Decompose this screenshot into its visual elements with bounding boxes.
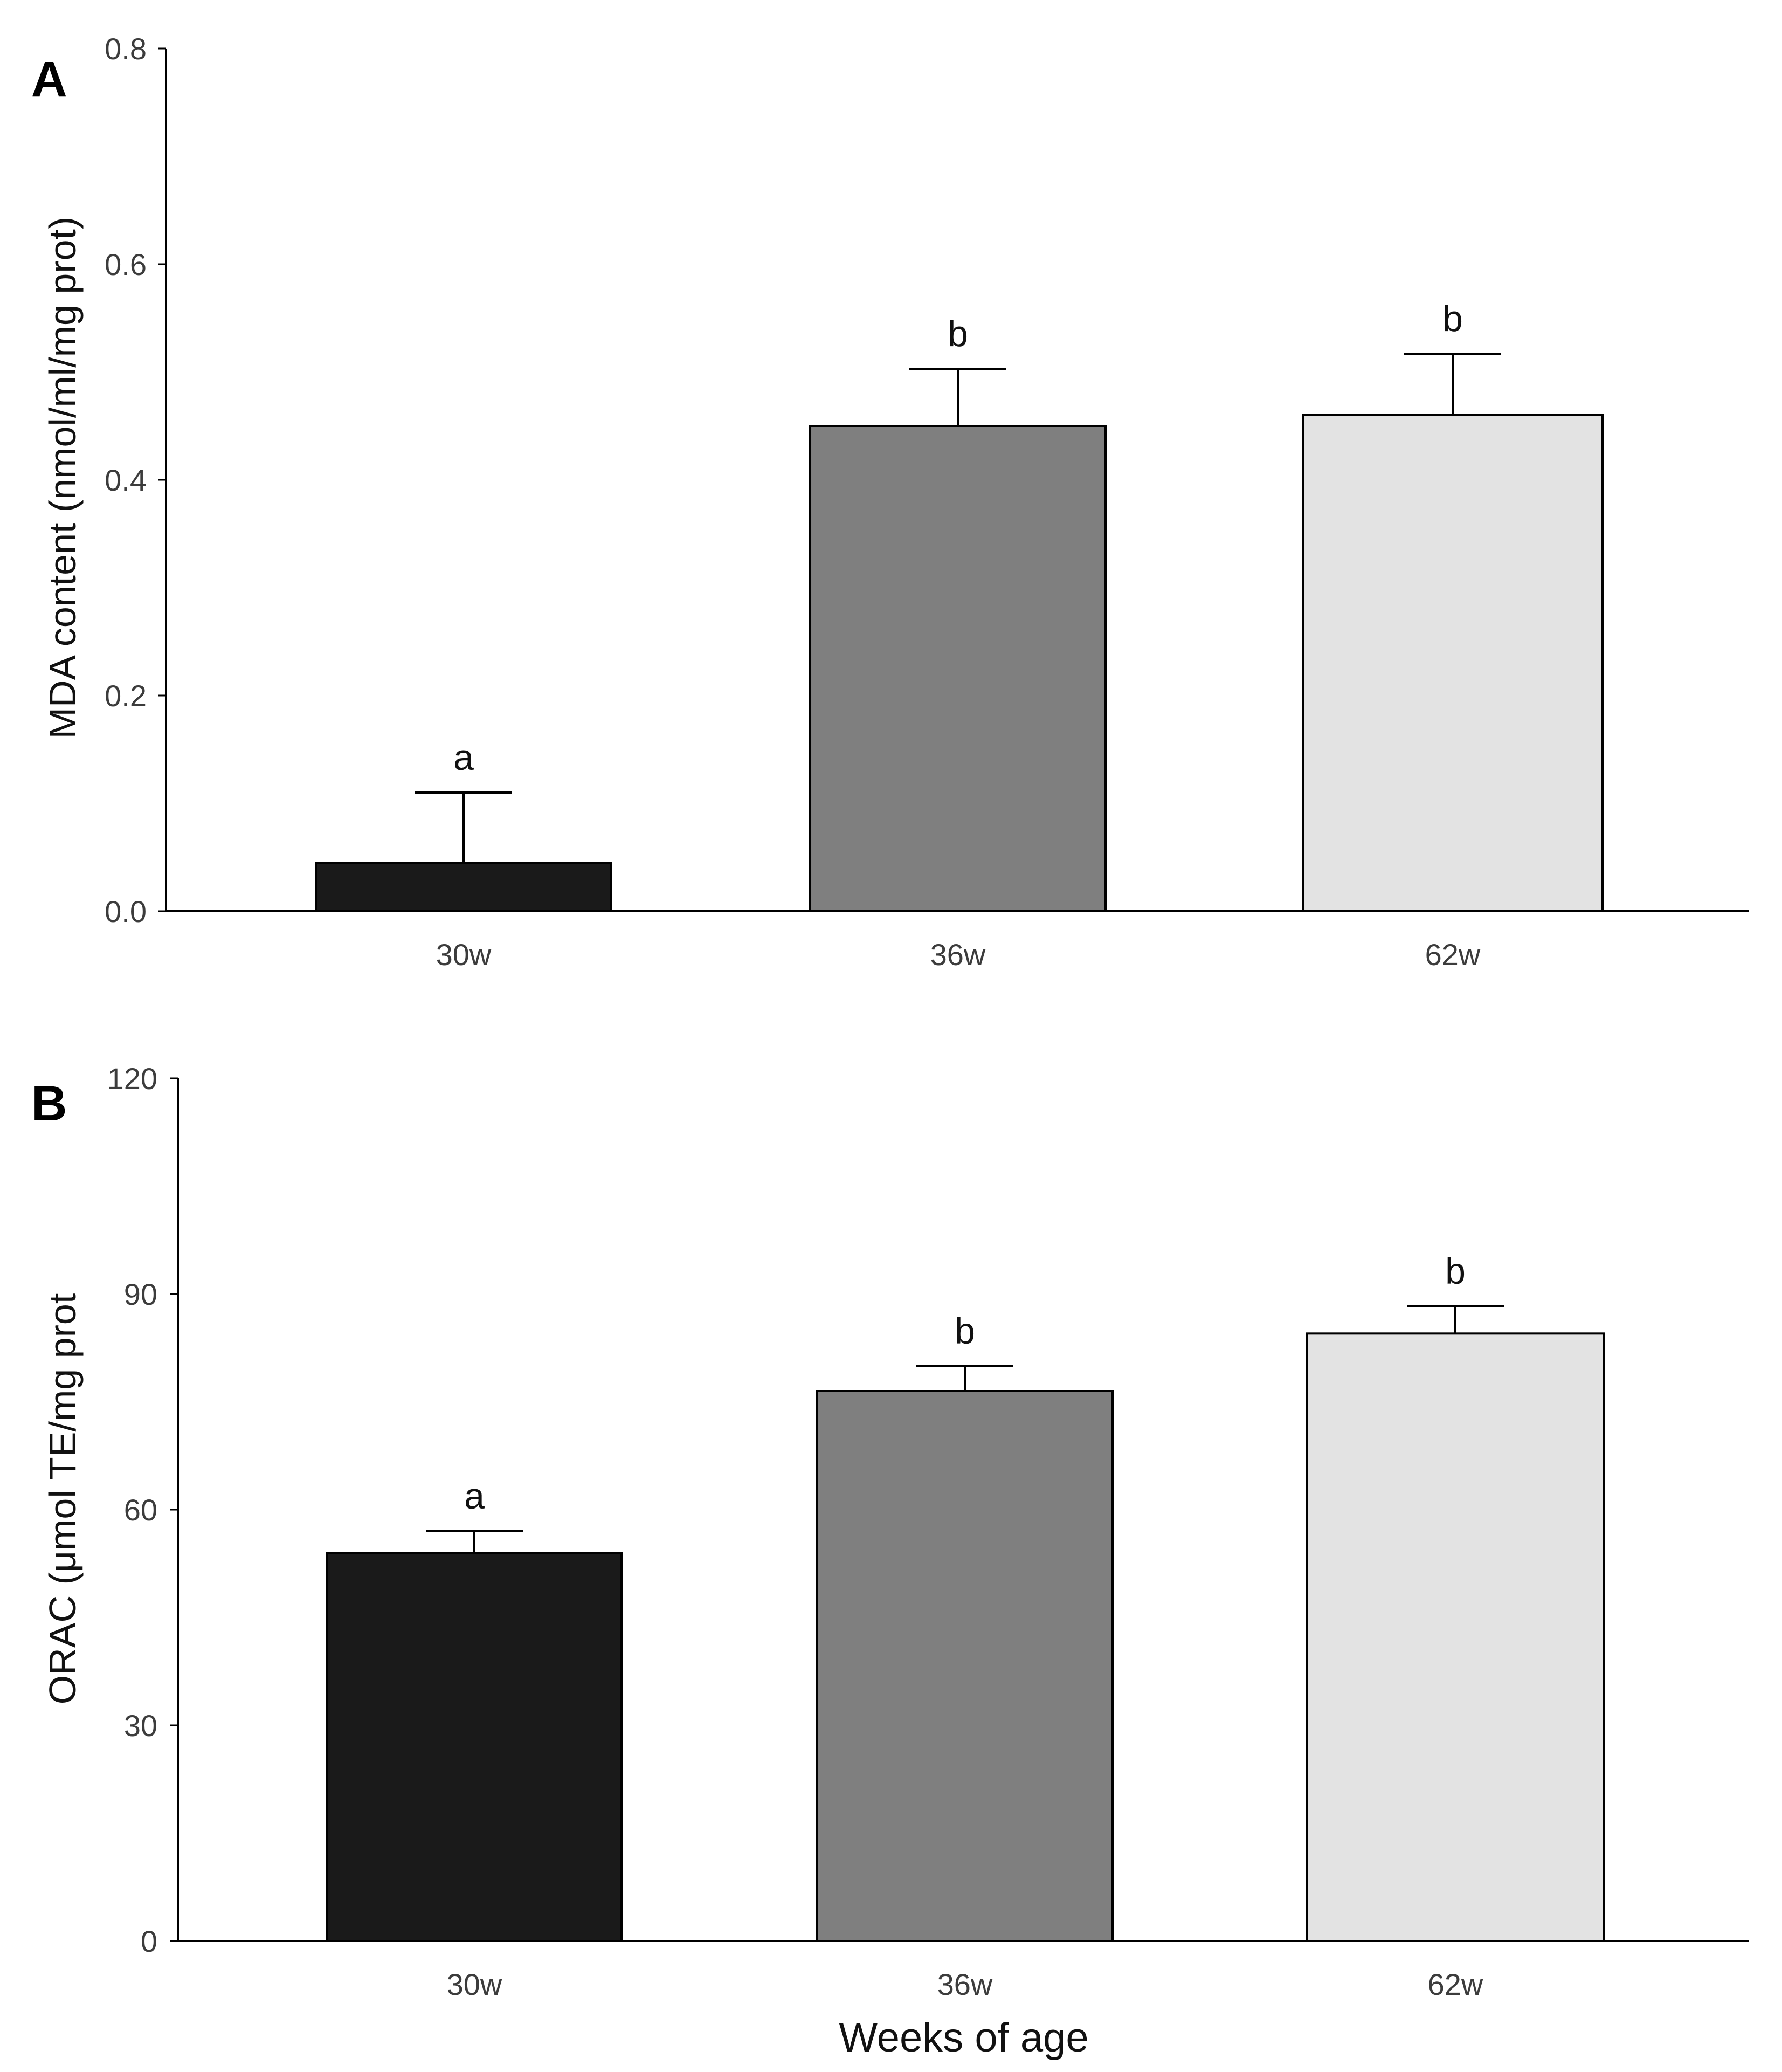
panel-b-y-axis-title: ORAC (μmol TE/mg prot — [42, 1293, 84, 1705]
panel-a-y-tick-label: 0.6 — [105, 247, 147, 281]
panel-b-bar-62w — [1306, 1332, 1605, 1942]
panel-b-x-ticks: 30w 36w 62w — [447, 1967, 1483, 2001]
panel-a: A MDA content (nmol/ml/mg prot) 0.00.20.… — [31, 32, 1749, 972]
panel-a-bar-36w — [809, 425, 1107, 912]
panel-b-y-ticks: 0 30 60 90 120 — [107, 1062, 178, 1958]
panel-b-significance-label-62w: b — [1445, 1251, 1466, 1292]
panel-b-y-tick-label: 60 — [124, 1493, 157, 1527]
panel-a-significance-labels: a b b — [453, 298, 1463, 778]
panel-b-y-tick-label: 90 — [124, 1277, 157, 1311]
panel-a-bar-30w — [315, 862, 612, 912]
panel-b-y-tick-label: 0 — [141, 1924, 157, 1958]
panel-a-x-tick-label: 62w — [1425, 938, 1481, 972]
panel-b-x-tick-label: 62w — [1428, 1967, 1483, 2001]
panel-b-letter: B — [31, 1076, 67, 1131]
panel-a-significance-label-30w: a — [453, 737, 474, 778]
panel-a-significance-label-62w: b — [1442, 298, 1463, 339]
panel-a-x-tick-label: 30w — [436, 938, 492, 972]
panel-b-significance-labels: a b b — [464, 1251, 1466, 1517]
panel-b-y-tick-label: 30 — [124, 1709, 157, 1743]
panel-b-bar-30w — [326, 1552, 623, 1942]
panel-a-y-tick-label: 0.2 — [105, 679, 147, 713]
panel-b-significance-label-36w: b — [955, 1310, 975, 1351]
panel-a-bar-62w — [1302, 414, 1604, 912]
panel-b-x-tick-label: 36w — [937, 1967, 993, 2001]
panel-b-x-axis-title: Weeks of age — [839, 2015, 1088, 2061]
panel-b-significance-label-30w: a — [464, 1476, 485, 1517]
panel-a-y-tick-label: 0.4 — [105, 463, 147, 497]
panel-a-significance-label-36w: b — [948, 313, 968, 354]
panel-b-x-tick-label: 30w — [447, 1967, 502, 2001]
panel-a-y-tick-label: 0.8 — [105, 32, 147, 66]
panel-a-x-tick-label: 36w — [930, 938, 986, 972]
panel-a-bars — [315, 414, 1604, 912]
panel-a-letter: A — [31, 52, 67, 107]
panel-a-y-ticks: 0.0 0.2 0.4 0.6 0.8 — [105, 32, 166, 928]
panel-a-y-axis-title: MDA content (nmol/ml/mg prot) — [42, 217, 84, 739]
panel-a-x-ticks: 30w 36w 62w — [436, 938, 1481, 972]
panel-b-bar-36w — [816, 1390, 1114, 1942]
panel-b: B ORAC (μmol TE/mg prot 0 30 60 90 120 a b b 3… — [31, 1062, 1749, 2061]
panel-a-error-bars — [415, 353, 1501, 863]
panel-a-y-tick-label: 0.0 — [105, 894, 147, 928]
panel-b-error-bars — [426, 1305, 1504, 1553]
panel-b-bars — [326, 1332, 1605, 1942]
panel-b-y-tick-label: 120 — [107, 1062, 157, 1096]
